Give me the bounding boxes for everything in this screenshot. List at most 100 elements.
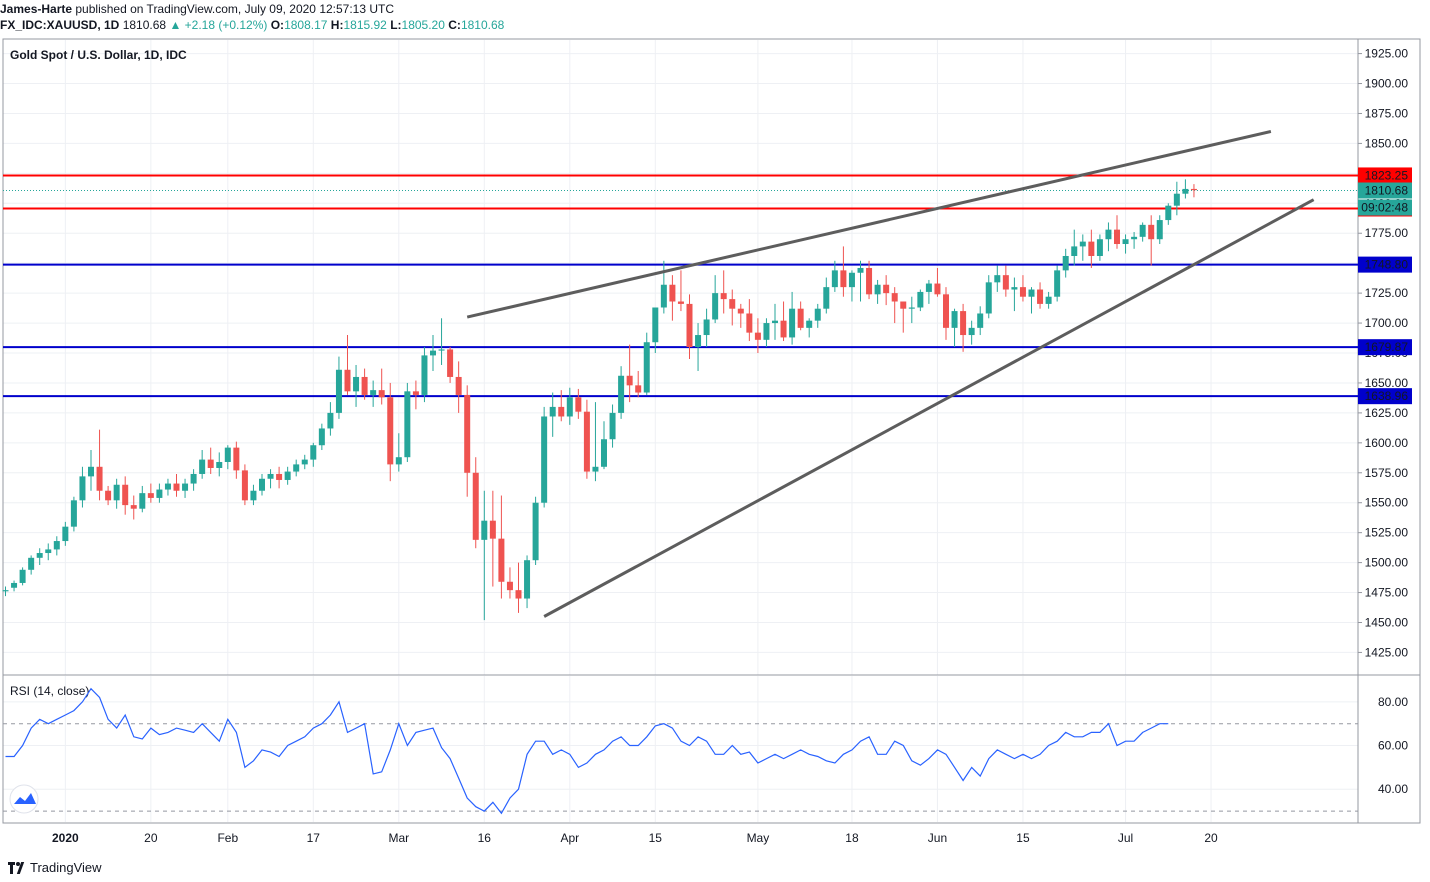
time-tick-label: Jun <box>928 831 947 845</box>
candle-body <box>857 267 864 273</box>
candle-body <box>455 376 462 395</box>
price-axis[interactable]: 1925.001900.001875.001850.001825.001800.… <box>1358 47 1408 660</box>
price-tick-label: 1625.00 <box>1365 406 1409 420</box>
published-text: published on TradingView.com, July 09, 2… <box>72 2 395 16</box>
candle-body <box>318 428 325 446</box>
candle-body <box>156 489 163 498</box>
candle-body <box>1190 188 1197 191</box>
close-label: C: <box>448 18 461 32</box>
candle-body <box>1019 287 1026 297</box>
high-value: 1815.92 <box>343 18 387 32</box>
time-tick-label: 18 <box>845 831 859 845</box>
price-tick-label: 1450.00 <box>1365 615 1409 629</box>
candle-body <box>541 416 548 503</box>
price-tick-label: 1600.00 <box>1365 436 1409 450</box>
candle-body <box>601 439 607 467</box>
candle-body <box>438 349 445 351</box>
candle-body <box>53 541 60 550</box>
price-tick-label: 1575.00 <box>1365 466 1409 480</box>
candle-body <box>1131 236 1138 240</box>
trendlines[interactable] <box>466 129 1315 618</box>
level-tag-label: 1823.25 <box>1365 168 1409 182</box>
candle-body <box>1062 255 1069 271</box>
level-tag-label: 1638.96 <box>1365 389 1409 403</box>
candle-body <box>814 308 821 321</box>
candle-body <box>293 464 300 472</box>
candle-body <box>2 590 9 592</box>
time-tick-label: 2020 <box>52 831 79 845</box>
level-tags: 1823.251795.661748.801679.871638.961810.… <box>1358 167 1412 405</box>
candle-body <box>1105 229 1112 240</box>
candle-body <box>934 283 941 295</box>
candle-body <box>660 284 667 308</box>
candle-body <box>883 284 890 294</box>
candle-body <box>951 311 958 328</box>
horizontal-levels[interactable] <box>3 174 1358 398</box>
candle-body <box>823 287 830 309</box>
candle-body <box>635 385 642 393</box>
chart-canvas[interactable]: Gold Spot / U.S. Dollar, 1D, IDC 1925.00… <box>0 0 1430 860</box>
price-change: ▲ +2.18 (+0.12%) <box>169 18 268 32</box>
candle-body <box>113 484 120 501</box>
candle-body <box>361 376 368 395</box>
candle-body <box>729 299 736 309</box>
price-tick-label: 1900.00 <box>1365 77 1409 91</box>
countdown-label: 09:02:48 <box>1361 201 1408 215</box>
rsi-label: RSI (14, close) <box>10 684 89 698</box>
time-tick-label: 17 <box>307 831 321 845</box>
candle-body <box>387 397 394 465</box>
candle-body <box>575 397 582 412</box>
time-tick-label: 20 <box>144 831 158 845</box>
author-name[interactable]: James-Harte <box>0 2 73 16</box>
symbol-label: FX_IDC:XAUUSD, 1D <box>0 18 120 32</box>
time-axis[interactable]: 2020 20 Feb 17 Mar 16 Apr 15 May 18 Jun 15 Jul 20 <box>52 831 1218 845</box>
candle-body <box>489 520 496 539</box>
candle-body <box>28 557 35 570</box>
candle-body <box>284 471 291 480</box>
candle-body <box>746 313 753 333</box>
price-tick-label: 1425.00 <box>1365 645 1409 659</box>
candle-body <box>652 307 659 343</box>
candle-body <box>1071 246 1078 256</box>
candle-body <box>45 549 52 554</box>
footer: TradingView <box>8 860 102 875</box>
publish-line: James-Harte published on TradingView.com… <box>0 2 394 17</box>
upper-wedge-line <box>466 129 1272 319</box>
candle-body <box>891 293 898 302</box>
tv-badge[interactable] <box>9 784 39 814</box>
price-tick-label: 1700.00 <box>1365 316 1409 330</box>
candle-body <box>524 560 531 599</box>
high-label: H: <box>330 18 344 32</box>
candle-body <box>1045 296 1052 304</box>
candle-body <box>370 390 377 395</box>
candle-body <box>498 538 505 582</box>
candle-body <box>1096 239 1103 256</box>
candle-body <box>147 493 154 498</box>
candle-body <box>241 470 248 501</box>
candle-body <box>353 376 360 392</box>
level-tag-label: 1748.80 <box>1365 258 1409 272</box>
candle-body <box>412 391 419 395</box>
candle-body <box>840 270 847 288</box>
open-label: O: <box>270 18 285 32</box>
candle-body <box>276 473 283 480</box>
candle-body <box>1011 287 1018 290</box>
candle-body <box>515 590 522 599</box>
candle-body <box>917 291 924 308</box>
candle-body <box>994 275 1001 283</box>
rsi-pane: RSI (14, close) 80.00 60.00 40.00 <box>3 684 1408 815</box>
candle-body <box>19 569 26 583</box>
price-tick-label: 1525.00 <box>1365 526 1409 540</box>
candle-body <box>335 369 342 413</box>
candle-body <box>703 319 710 336</box>
candle-body <box>259 478 265 491</box>
candle-body <box>968 327 975 336</box>
price-tick-label: 1500.00 <box>1365 556 1409 570</box>
candle-body <box>874 284 881 295</box>
level-tag <box>1358 167 1412 184</box>
candle-body <box>224 447 231 462</box>
footer-brand[interactable]: TradingView <box>30 860 102 875</box>
candle-body <box>447 349 454 377</box>
level-tag <box>1358 388 1412 405</box>
candle-body <box>267 473 274 479</box>
